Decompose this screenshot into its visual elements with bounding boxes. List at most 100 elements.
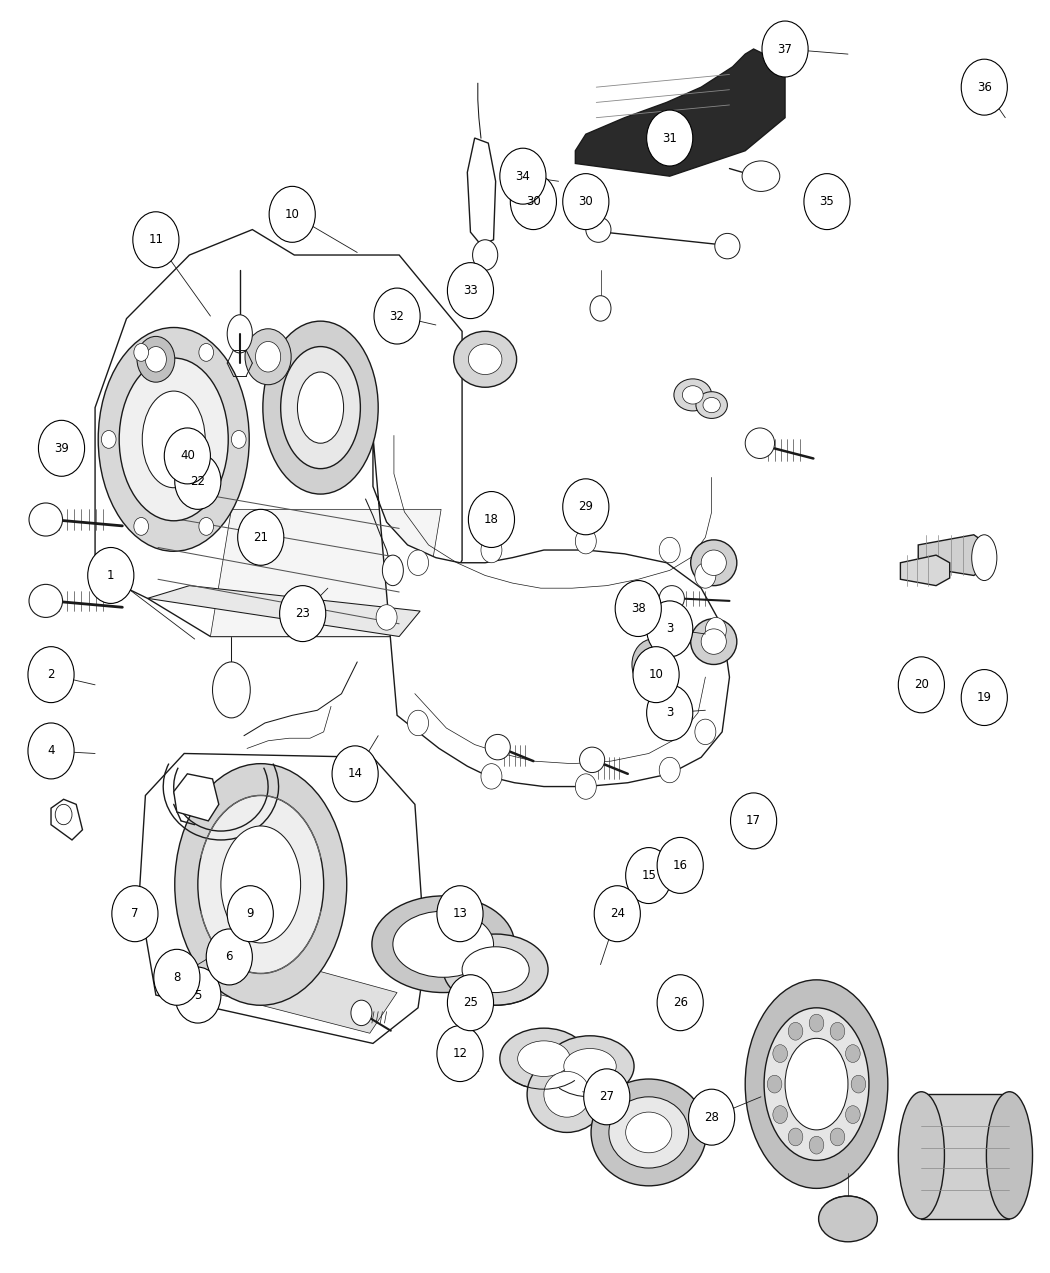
- Ellipse shape: [227, 314, 252, 353]
- Text: 33: 33: [463, 284, 478, 297]
- Ellipse shape: [481, 537, 502, 563]
- Ellipse shape: [659, 537, 680, 563]
- Circle shape: [206, 929, 252, 985]
- Ellipse shape: [632, 639, 674, 690]
- Ellipse shape: [986, 1092, 1032, 1220]
- Text: 38: 38: [631, 602, 646, 615]
- Ellipse shape: [819, 1197, 878, 1241]
- Circle shape: [28, 647, 75, 703]
- Ellipse shape: [701, 629, 727, 654]
- Text: 21: 21: [253, 531, 268, 544]
- Text: 28: 28: [705, 1110, 719, 1124]
- Ellipse shape: [407, 710, 428, 736]
- Ellipse shape: [586, 216, 611, 242]
- Ellipse shape: [695, 719, 716, 745]
- Circle shape: [626, 848, 672, 904]
- Text: 14: 14: [348, 768, 362, 780]
- Ellipse shape: [691, 619, 737, 665]
- Text: 1: 1: [107, 569, 114, 582]
- Text: 3: 3: [666, 707, 673, 719]
- Ellipse shape: [197, 796, 323, 974]
- Text: 34: 34: [516, 169, 530, 183]
- Ellipse shape: [527, 1057, 607, 1133]
- Circle shape: [237, 509, 284, 565]
- Circle shape: [132, 211, 179, 267]
- Ellipse shape: [198, 344, 213, 362]
- Text: 36: 36: [976, 80, 992, 94]
- Ellipse shape: [899, 1092, 944, 1220]
- Ellipse shape: [174, 764, 346, 1006]
- Ellipse shape: [659, 757, 680, 783]
- Text: 13: 13: [453, 908, 467, 920]
- Ellipse shape: [29, 503, 63, 536]
- Ellipse shape: [393, 911, 493, 978]
- Text: 3: 3: [666, 622, 673, 635]
- Ellipse shape: [706, 617, 727, 643]
- Text: 19: 19: [976, 691, 992, 704]
- Ellipse shape: [564, 1049, 616, 1085]
- Ellipse shape: [682, 386, 704, 404]
- Text: 7: 7: [131, 908, 139, 920]
- Polygon shape: [919, 535, 988, 575]
- Circle shape: [689, 1090, 735, 1146]
- Text: 17: 17: [747, 815, 761, 827]
- Ellipse shape: [472, 239, 498, 270]
- Ellipse shape: [544, 1072, 590, 1118]
- Circle shape: [657, 838, 704, 894]
- Ellipse shape: [575, 774, 596, 799]
- Circle shape: [510, 173, 556, 229]
- Ellipse shape: [462, 947, 529, 993]
- Ellipse shape: [768, 1076, 782, 1094]
- Ellipse shape: [810, 1137, 824, 1155]
- Text: 9: 9: [247, 908, 254, 920]
- Polygon shape: [147, 586, 420, 636]
- Ellipse shape: [591, 1080, 707, 1186]
- Text: 22: 22: [190, 475, 206, 488]
- Circle shape: [647, 109, 693, 165]
- Ellipse shape: [454, 331, 517, 387]
- Circle shape: [174, 967, 220, 1023]
- Text: 24: 24: [610, 908, 625, 920]
- Ellipse shape: [773, 1045, 788, 1063]
- Circle shape: [647, 601, 693, 657]
- Circle shape: [563, 479, 609, 535]
- Polygon shape: [901, 555, 949, 586]
- Circle shape: [332, 746, 378, 802]
- Polygon shape: [173, 774, 218, 821]
- Ellipse shape: [701, 550, 727, 575]
- Circle shape: [468, 491, 514, 547]
- Circle shape: [269, 186, 315, 242]
- Ellipse shape: [810, 1015, 824, 1032]
- Circle shape: [500, 148, 546, 204]
- Ellipse shape: [102, 430, 117, 448]
- Ellipse shape: [609, 1097, 689, 1169]
- Ellipse shape: [245, 328, 291, 384]
- Circle shape: [804, 173, 851, 229]
- Circle shape: [112, 886, 158, 942]
- Text: 15: 15: [642, 869, 656, 882]
- Polygon shape: [467, 137, 496, 244]
- Ellipse shape: [29, 584, 63, 617]
- Ellipse shape: [691, 540, 737, 586]
- Polygon shape: [96, 229, 462, 636]
- Ellipse shape: [575, 528, 596, 554]
- Ellipse shape: [831, 1128, 845, 1146]
- Text: 35: 35: [820, 195, 835, 207]
- Ellipse shape: [546, 1036, 634, 1097]
- Text: 32: 32: [390, 309, 404, 322]
- Ellipse shape: [746, 428, 775, 458]
- Polygon shape: [187, 945, 397, 1034]
- Ellipse shape: [626, 1113, 672, 1153]
- Circle shape: [633, 647, 679, 703]
- Ellipse shape: [643, 652, 664, 677]
- Text: 29: 29: [579, 500, 593, 513]
- Polygon shape: [575, 50, 785, 176]
- Polygon shape: [139, 754, 425, 1044]
- Polygon shape: [922, 1095, 1009, 1220]
- Text: 4: 4: [47, 745, 55, 757]
- Ellipse shape: [845, 1106, 860, 1124]
- Text: 20: 20: [914, 679, 929, 691]
- Ellipse shape: [852, 1076, 866, 1094]
- Ellipse shape: [789, 1128, 803, 1146]
- Ellipse shape: [133, 344, 148, 362]
